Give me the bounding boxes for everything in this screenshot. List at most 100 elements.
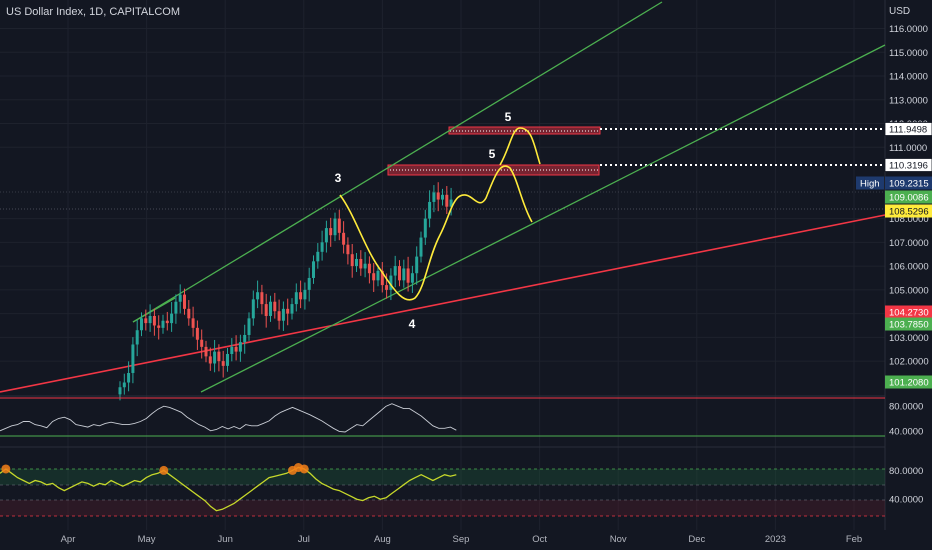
price-tick-label: 114.0000 bbox=[889, 72, 928, 83]
candle-body bbox=[247, 318, 251, 335]
elliott-projection-curve-upper[interactable] bbox=[499, 127, 541, 166]
price-label-text: 108.5296 bbox=[889, 207, 929, 218]
candle-body bbox=[251, 299, 255, 319]
candle-body bbox=[406, 268, 410, 283]
candle-body bbox=[419, 237, 423, 257]
time-tick-label: Oct bbox=[532, 534, 547, 545]
candle-body bbox=[161, 320, 165, 328]
candle-body bbox=[436, 192, 440, 200]
candle-body bbox=[273, 301, 277, 312]
time-tick-label: Aug bbox=[374, 534, 391, 545]
rsi-tick-label: 40.0000 bbox=[889, 495, 923, 506]
rsi-overbought-markers bbox=[1, 463, 309, 475]
price-tick-label: 115.0000 bbox=[889, 48, 928, 59]
time-tick-label: May bbox=[138, 534, 156, 545]
overbought-marker bbox=[299, 464, 309, 474]
candle-body bbox=[333, 218, 337, 236]
candle-body bbox=[238, 342, 242, 352]
candle-body bbox=[256, 292, 260, 300]
candle-body bbox=[432, 192, 436, 202]
price-axis[interactable]: 102.0000103.0000104.0000105.0000106.0000… bbox=[889, 24, 929, 506]
overbought-marker bbox=[159, 465, 169, 475]
price-label-text: 110.3196 bbox=[889, 161, 928, 172]
oscillator-tick-label: 80.0000 bbox=[889, 402, 923, 413]
price-tick-label: 108.0000 bbox=[889, 214, 929, 225]
time-axis[interactable]: Apr May Jun Jul Aug Sep Oct Nov Dec 2023 Feb bbox=[61, 534, 863, 545]
candle-body bbox=[299, 292, 303, 300]
candle-body bbox=[183, 294, 186, 309]
rsi-line bbox=[0, 466, 457, 512]
candle-body bbox=[221, 361, 225, 366]
candle-body bbox=[269, 301, 272, 316]
high-tag-text: High bbox=[860, 179, 880, 190]
time-tick-label: Jul bbox=[298, 534, 310, 545]
elliott-projection-curve[interactable] bbox=[339, 165, 533, 301]
candle-body bbox=[398, 266, 401, 281]
candle-body bbox=[187, 308, 191, 319]
candle-body bbox=[350, 254, 354, 267]
price-tick-label: 103.0000 bbox=[889, 333, 929, 344]
candle-body bbox=[127, 372, 131, 383]
candle-body bbox=[118, 387, 122, 395]
candle-body bbox=[441, 194, 444, 200]
candle-body bbox=[243, 334, 247, 343]
time-tick-label: Sep bbox=[453, 534, 470, 545]
candle-body bbox=[131, 344, 135, 373]
candle-body bbox=[217, 351, 221, 362]
price-tick-label: 113.0000 bbox=[889, 95, 928, 106]
candle-body bbox=[204, 346, 208, 357]
candle-body bbox=[355, 258, 358, 267]
candle-body bbox=[445, 194, 449, 207]
price-tick-label: 111.0000 bbox=[889, 143, 927, 154]
time-tick-label: Dec bbox=[688, 534, 705, 545]
price-label-text: 101.2080 bbox=[889, 378, 929, 389]
candle-body bbox=[329, 228, 333, 236]
candle-body bbox=[294, 292, 298, 305]
rsi-band-lower bbox=[0, 500, 885, 516]
channel-upper-line[interactable] bbox=[132, 1, 663, 323]
red-trendline[interactable] bbox=[0, 214, 886, 393]
channel-lower-line[interactable] bbox=[200, 44, 886, 393]
price-tick-label: 105.0000 bbox=[889, 285, 929, 296]
price-label-box bbox=[885, 204, 932, 218]
price-tick-label: 106.0000 bbox=[889, 262, 929, 273]
candle-body bbox=[122, 382, 126, 388]
price-label-box bbox=[884, 158, 932, 172]
candle-body bbox=[213, 351, 217, 364]
candle-body bbox=[423, 218, 427, 238]
price-label: 109.2315 High bbox=[856, 176, 932, 190]
resistance-zone-lower[interactable] bbox=[387, 164, 600, 176]
price-label-text: 111.9498 bbox=[889, 125, 927, 136]
candle-body bbox=[152, 315, 156, 326]
price-label: 101.2080 bbox=[885, 375, 932, 389]
price-tick-label: 102.0000 bbox=[889, 357, 929, 368]
price-label-text: 109.2315 bbox=[889, 179, 929, 190]
high-tag-box bbox=[856, 176, 884, 190]
price-label-text: 103.7850 bbox=[889, 320, 929, 331]
candle-body bbox=[312, 261, 315, 278]
time-tick-label: Apr bbox=[61, 534, 76, 545]
candle-body bbox=[307, 277, 311, 290]
candle-body bbox=[195, 327, 199, 340]
candle-body bbox=[393, 266, 397, 276]
time-tick-label: Feb bbox=[846, 534, 862, 545]
wave-labels: 3 4 5 5 bbox=[335, 110, 512, 331]
price-label-box bbox=[884, 122, 932, 136]
price-label-box bbox=[885, 375, 932, 389]
rsi-tick-label: 80.0000 bbox=[889, 466, 923, 477]
candle-body bbox=[208, 356, 212, 364]
candle-body bbox=[264, 304, 268, 316]
price-label: 109.0086 bbox=[885, 190, 932, 204]
oscillator-line bbox=[0, 403, 457, 433]
time-tick-label: 2023 bbox=[765, 534, 786, 545]
price-label-box bbox=[885, 176, 932, 190]
candle-body bbox=[144, 318, 148, 324]
rsi-band-upper bbox=[0, 469, 885, 485]
price-label-text: 104.2730 bbox=[889, 308, 929, 319]
candle-body bbox=[428, 201, 432, 219]
candle-body bbox=[303, 289, 307, 300]
candle-body bbox=[320, 242, 324, 252]
price-label: 104.2730 bbox=[885, 305, 932, 319]
currency-label: USD bbox=[889, 6, 911, 17]
